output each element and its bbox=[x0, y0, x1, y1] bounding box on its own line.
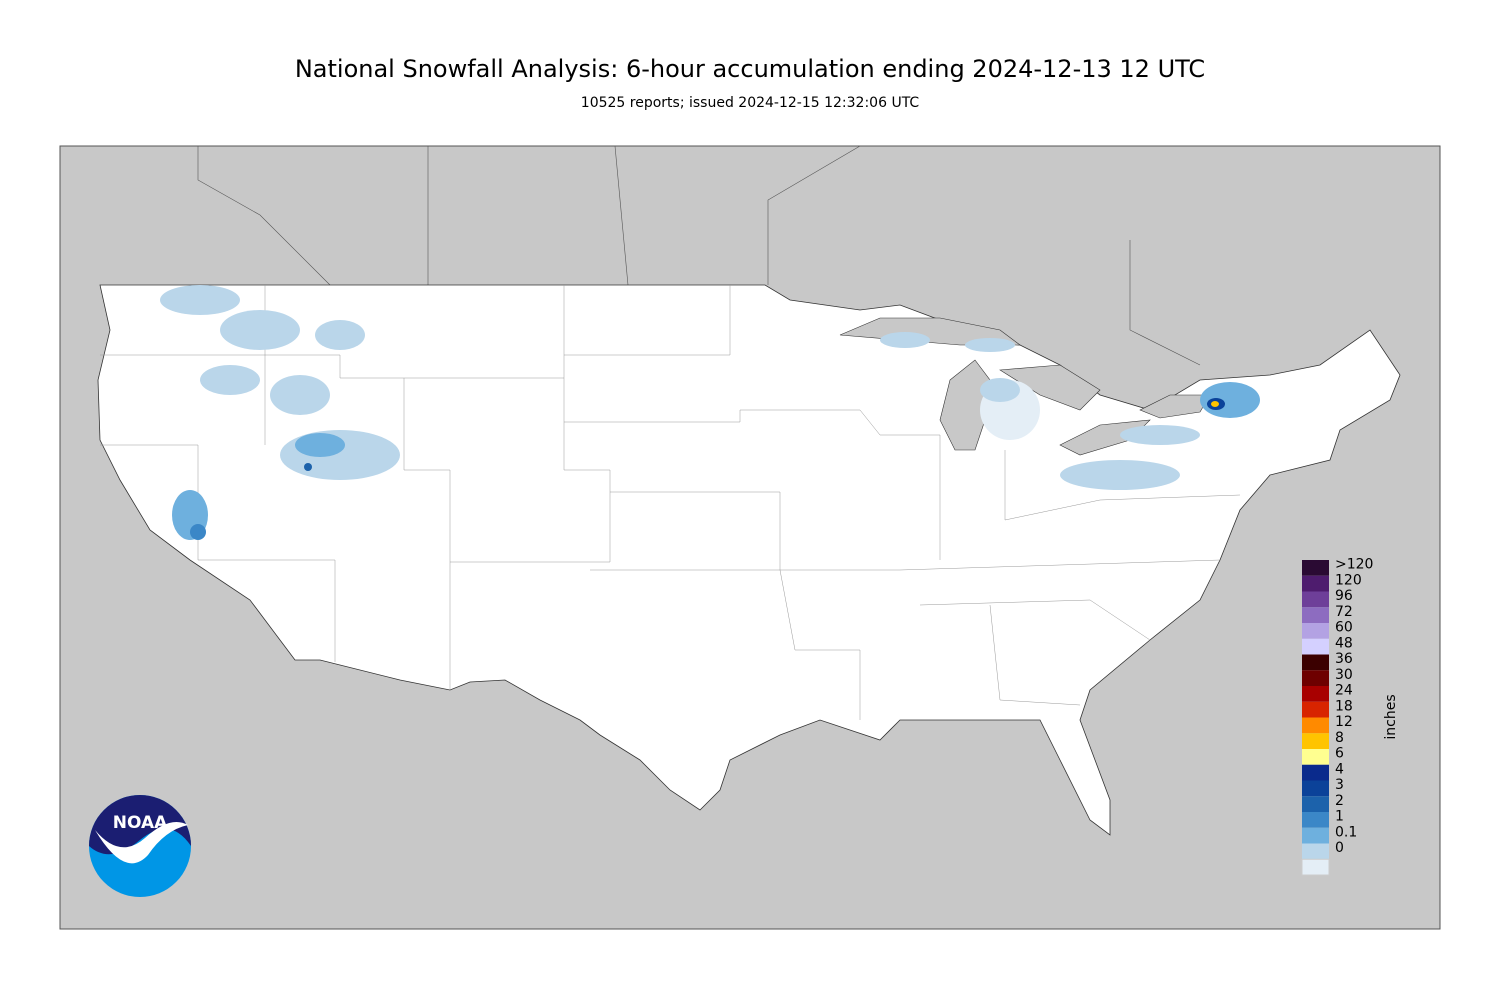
legend-swatch bbox=[1301, 858, 1330, 876]
legend-label: 0 bbox=[1335, 840, 1344, 856]
border bbox=[197, 146, 331, 286]
logo-text: NOAA bbox=[113, 813, 168, 833]
legend-label: 24 bbox=[1335, 683, 1353, 699]
legend-swatch bbox=[1302, 686, 1329, 702]
map bbox=[59, 145, 1441, 930]
legend-swatch bbox=[1302, 780, 1329, 797]
subtitle: 10525 reports; issued 2024-12-15 12:32:0… bbox=[581, 95, 920, 111]
legend-swatch bbox=[1302, 733, 1329, 749]
legend-swatch bbox=[1302, 843, 1329, 860]
legend-label: 2 bbox=[1335, 793, 1344, 809]
legend-label: 120 bbox=[1335, 572, 1362, 588]
legend-label: 6 bbox=[1335, 746, 1344, 762]
legend-swatch bbox=[1302, 717, 1329, 734]
legend-swatch bbox=[1302, 575, 1329, 592]
legend-swatch bbox=[1302, 827, 1329, 844]
legend-swatch bbox=[1302, 812, 1329, 828]
legend-label: 72 bbox=[1335, 604, 1353, 620]
legend-swatch bbox=[1302, 607, 1329, 623]
legend-label: 8 bbox=[1335, 730, 1344, 746]
legend-swatch bbox=[1302, 638, 1329, 655]
legend-label: 3 bbox=[1335, 777, 1344, 793]
legend-label: 96 bbox=[1335, 588, 1353, 604]
legend-label: 1 bbox=[1335, 809, 1344, 825]
legend-label: 18 bbox=[1335, 698, 1353, 714]
legend: inches >1201209672604836302418128643210.… bbox=[1301, 557, 1399, 876]
legend-label: 0.1 bbox=[1335, 824, 1357, 840]
legend-swatch bbox=[1302, 670, 1329, 686]
legend-swatch bbox=[1302, 560, 1329, 576]
border bbox=[1129, 240, 1201, 366]
legend-swatch bbox=[1302, 796, 1329, 812]
legend-swatch bbox=[1302, 591, 1329, 608]
legend-label: 48 bbox=[1335, 635, 1353, 651]
legend-swatch bbox=[1302, 654, 1329, 671]
legend-label: 36 bbox=[1335, 651, 1353, 667]
border bbox=[767, 145, 861, 285]
noaa-logo: NOAA bbox=[89, 795, 191, 897]
legend-label: 4 bbox=[1335, 761, 1344, 777]
title: National Snowfall Analysis: 6-hour accum… bbox=[295, 55, 1205, 83]
snowfall bbox=[160, 285, 1260, 540]
legend-label: >120 bbox=[1335, 557, 1373, 573]
border bbox=[614, 145, 629, 286]
legend-label: 12 bbox=[1335, 714, 1353, 730]
legend-swatch bbox=[1302, 764, 1329, 781]
legend-unit: inches bbox=[1383, 694, 1399, 739]
legend-label: 60 bbox=[1335, 620, 1353, 636]
legend-swatch bbox=[1302, 749, 1329, 765]
state-lines bbox=[100, 285, 1241, 720]
legend-label: 30 bbox=[1335, 667, 1353, 683]
us-land bbox=[97, 284, 1401, 836]
legend-swatch bbox=[1302, 623, 1329, 639]
legend-swatch bbox=[1302, 701, 1329, 718]
